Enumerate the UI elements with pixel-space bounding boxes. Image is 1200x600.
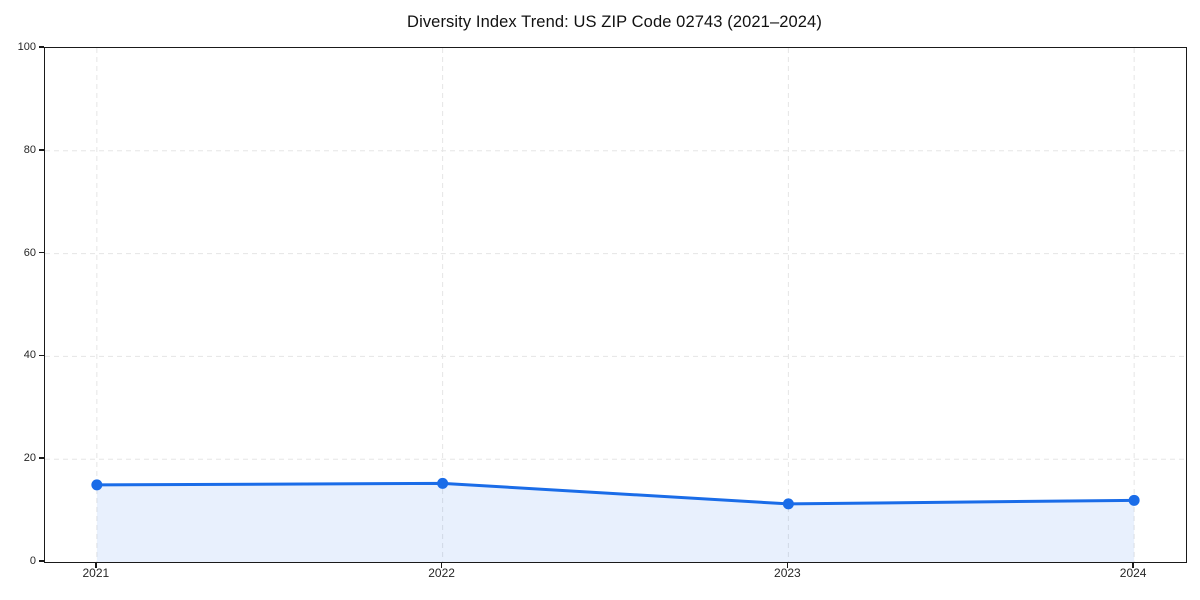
- y-tick-label: 20: [23, 452, 36, 465]
- x-tick-mark: [786, 562, 789, 568]
- chart-title: Diversity Index Trend: US ZIP Code 02743…: [407, 13, 822, 31]
- y-tick-label: 0: [29, 555, 36, 567]
- series-line: [95, 481, 1136, 506]
- series-marker: [437, 477, 449, 489]
- x-tick-label: 2023: [774, 566, 801, 580]
- series-area-fill: [96, 483, 1135, 562]
- plot-area: [44, 47, 1187, 563]
- x-tick-mark: [440, 562, 443, 568]
- y-tick-mark: [39, 149, 44, 151]
- y-tick-mark: [39, 560, 44, 562]
- line-chart-canvas: [45, 48, 1186, 562]
- x-tick-label: 2022: [428, 566, 455, 580]
- series-marker: [782, 498, 794, 510]
- x-tick-mark: [1132, 562, 1134, 568]
- y-tick-mark: [39, 251, 44, 254]
- y-tick-label: 80: [23, 143, 36, 156]
- y-tick-label: 40: [23, 349, 36, 362]
- x-tick-label: 2024: [1119, 566, 1147, 580]
- series-marker: [1128, 494, 1140, 506]
- y-tick-mark: [39, 354, 44, 357]
- y-tick-label: 60: [23, 246, 36, 259]
- y-tick-label: 100: [17, 41, 36, 53]
- x-tick-label: 2021: [82, 566, 110, 580]
- y-tick-mark: [39, 457, 44, 459]
- x-tick-mark: [95, 562, 97, 568]
- y-tick-mark: [39, 46, 44, 48]
- series-marker: [91, 479, 103, 491]
